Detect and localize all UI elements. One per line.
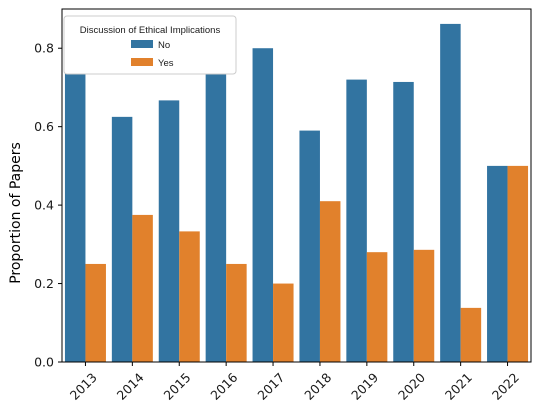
x-tick-label-2019: 2019 <box>348 370 381 403</box>
legend-label-yes: Yes <box>158 58 174 69</box>
legend: Discussion of Ethical Implications No Ye… <box>63 15 237 75</box>
bar-group <box>64 23 529 362</box>
y-tick-label-0.2: 0.2 <box>34 276 54 291</box>
legend-swatch-no <box>131 40 153 48</box>
x-tick-label-2020: 2020 <box>395 370 428 403</box>
bar-no-2018 <box>299 130 320 362</box>
y-tick-label-0.0: 0.0 <box>34 355 54 370</box>
x-tick-label-2014: 2014 <box>114 370 147 403</box>
bar-yes-2013 <box>85 263 106 362</box>
bar-no-2020 <box>393 81 414 362</box>
bar-yes-2020 <box>413 249 435 362</box>
bar-yes-2019 <box>366 252 388 362</box>
x-axis: 2013 2014 2015 2016 2017 2018 2019 2020 2021 2022 <box>67 362 522 403</box>
bar-no-2013 <box>64 67 86 362</box>
legend-swatch-yes <box>131 58 153 66</box>
bar-no-2021 <box>440 23 461 362</box>
y-axis-title: Proportion of Papers <box>8 142 24 284</box>
bar-yes-2022 <box>507 165 529 362</box>
x-tick-label-2021: 2021 <box>442 370 475 403</box>
bar-no-2015 <box>158 100 180 362</box>
bar-no-2014 <box>111 116 133 362</box>
bar-no-2016 <box>205 67 227 362</box>
x-tick-label-2016: 2016 <box>207 370 240 403</box>
x-tick-label-2015: 2015 <box>161 370 194 403</box>
y-tick-label-0.6: 0.6 <box>34 119 54 134</box>
bar-no-2022 <box>487 165 508 362</box>
legend-label-no: No <box>158 40 170 51</box>
x-tick-label-2013: 2013 <box>67 370 100 403</box>
bar-yes-2016 <box>226 263 247 362</box>
bar-no-2017 <box>252 48 274 362</box>
plot-frame <box>61 8 532 363</box>
y-axis: 0.0 0.2 0.4 0.6 0.8 <box>34 41 62 370</box>
legend-title: Discussion of Ethical Implications <box>80 25 221 36</box>
x-tick-label-2022: 2022 <box>489 370 522 403</box>
bar-yes-2015 <box>179 231 200 362</box>
x-tick-label-2018: 2018 <box>301 370 334 403</box>
bar-no-2019 <box>346 79 367 362</box>
y-tick-label-0.8: 0.8 <box>34 41 54 56</box>
bar-yes-2017 <box>273 283 294 362</box>
bar-yes-2018 <box>319 201 341 362</box>
x-tick-label-2017: 2017 <box>254 370 287 403</box>
y-tick-label-0.4: 0.4 <box>34 198 54 213</box>
bar-yes-2021 <box>460 307 482 362</box>
bar-yes-2014 <box>132 214 153 362</box>
